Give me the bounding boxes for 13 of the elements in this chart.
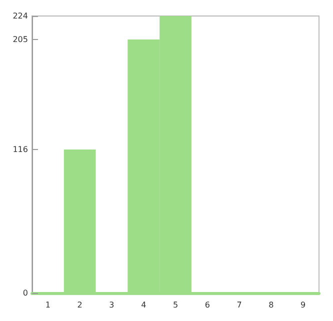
y-tick-label: 116	[12, 145, 28, 154]
x-tick-label: 9	[300, 300, 306, 310]
x-tick-label: 6	[204, 300, 210, 310]
x-tick-label: 2	[77, 300, 82, 310]
y-tick-label: 224	[12, 12, 28, 20]
y-tick-label: 205	[12, 34, 28, 44]
x-tick-label: 1	[45, 300, 50, 310]
x-tick-label: 8	[268, 300, 274, 310]
x-tick-label: 5	[172, 300, 178, 310]
x-tick-label: 7	[236, 300, 242, 310]
x-tick-label: 3	[109, 300, 114, 310]
y-tick-label: 0	[22, 288, 28, 298]
x-tick-label: 4	[141, 300, 146, 310]
